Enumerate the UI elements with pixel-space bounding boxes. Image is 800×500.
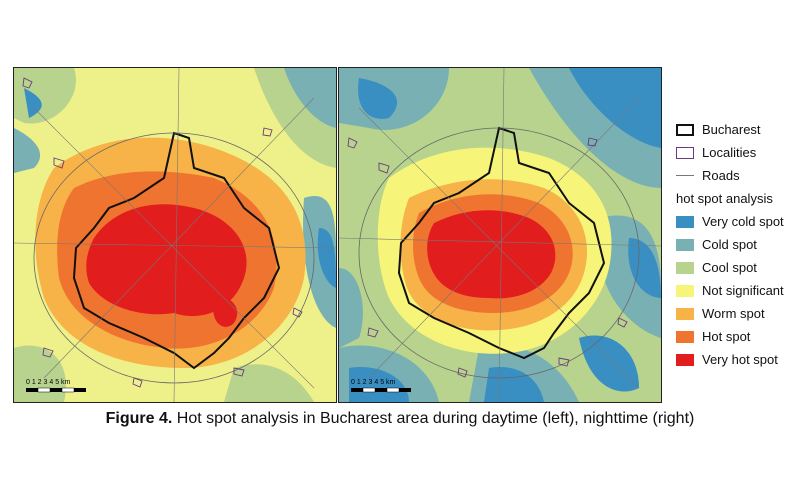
daytime-map-svg: 0 1 2 3 4 5 km (14, 68, 336, 402)
legend-class-label: Cool spot (702, 260, 757, 275)
legend-row-class: Not significant (676, 279, 784, 302)
roads-swatch (676, 175, 694, 176)
nighttime-map-svg: 0 1 2 3 4 5 km (339, 68, 661, 402)
legend-class-label: Very hot spot (702, 352, 778, 367)
legend-class-label: Cold spot (702, 237, 757, 252)
legend-row-class: Very hot spot (676, 348, 784, 371)
legend-class-label: Hot spot (702, 329, 751, 344)
nighttime-scale-bar: 0 1 2 3 4 5 km (351, 379, 411, 393)
daytime-scale-labels: 0 1 2 3 4 5 km (26, 379, 71, 386)
bucharest-swatch (676, 123, 694, 136)
legend-swatch (676, 330, 694, 343)
legend-classes: Very cold spot Cold spot Cool spot Not sign… (676, 210, 784, 371)
legend-label-localities: Localities (702, 145, 757, 160)
legend-row-bucharest: Bucharest (676, 118, 784, 141)
daytime-scale-bar: 0 1 2 3 4 5 km (26, 379, 86, 393)
legend-class-label: Not significant (702, 283, 784, 298)
legend-swatch (676, 261, 694, 274)
legend-row-class: Cool spot (676, 256, 784, 279)
caption-text: Hot spot analysis in Bucharest area duri… (172, 410, 695, 427)
legend-row-class: Worm spot (676, 302, 784, 325)
legend-swatch (676, 284, 694, 297)
localities-swatch (676, 146, 694, 159)
legend-swatch (676, 238, 694, 251)
legend-row-class: Cold spot (676, 233, 784, 256)
map-legend: Bucharest Localities Roads hot spot anal… (676, 118, 784, 371)
daytime-hotspot-map: 0 1 2 3 4 5 km (13, 67, 337, 403)
legend-swatch (676, 353, 694, 366)
nighttime-scale-labels: 0 1 2 3 4 5 km (351, 379, 396, 386)
legend-class-label: Worm spot (702, 306, 765, 321)
legend-row-class: Very cold spot (676, 210, 784, 233)
legend-swatch (676, 307, 694, 320)
legend-label-bucharest: Bucharest (702, 122, 761, 137)
legend-row-class: Hot spot (676, 325, 784, 348)
legend-row-localities: Localities (676, 141, 784, 164)
legend-swatch (676, 215, 694, 228)
legend-heading: hot spot analysis (676, 191, 773, 206)
legend-row-roads: Roads (676, 164, 784, 187)
caption-prefix: Figure 4. (105, 410, 173, 427)
legend-label-roads: Roads (702, 168, 740, 183)
nighttime-hotspot-map: 0 1 2 3 4 5 km (338, 67, 662, 403)
figure-caption: Figure 4. Hot spot analysis in Bucharest… (0, 410, 800, 428)
legend-class-label: Very cold spot (702, 214, 784, 229)
